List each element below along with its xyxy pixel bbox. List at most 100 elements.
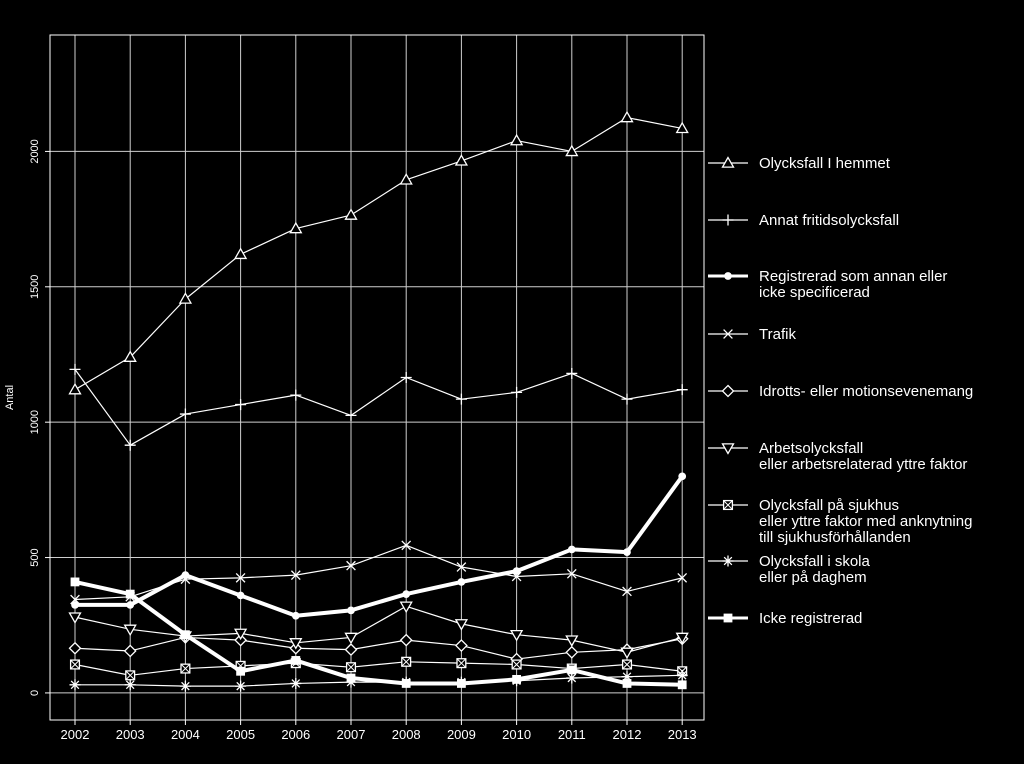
data-point: [69, 363, 81, 375]
data-point: [566, 568, 577, 579]
x-tick-label: 2011: [558, 727, 586, 742]
data-point: [566, 367, 578, 379]
data-point: [400, 372, 412, 383]
data-point: [621, 659, 633, 670]
legend-marker: [723, 613, 733, 623]
data-point: [622, 679, 632, 688]
y-tick-label: 500: [29, 548, 41, 566]
data-point: [236, 591, 245, 600]
data-point: [511, 659, 522, 670]
legend-item: Annat fritidsolycksfall: [708, 212, 899, 229]
data-point: [567, 665, 577, 675]
data-point: [345, 409, 357, 421]
data-point: [290, 570, 301, 581]
y-tick-label: 2000: [29, 139, 41, 163]
data-point: [621, 671, 633, 683]
x-tick-label: 2009: [447, 727, 476, 742]
data-point: [123, 350, 137, 362]
y-tick-label: 1000: [29, 410, 41, 434]
series-layer: [68, 110, 689, 692]
legend-item: Idrotts- eller motionsevenemang: [708, 383, 973, 400]
data-point: [289, 221, 303, 234]
x-tick-label: 2007: [337, 727, 366, 742]
x-tick-label: 2002: [61, 727, 90, 742]
legend-label: Olycksfall i skola eller på daghem: [759, 553, 871, 586]
legend-marker: [722, 555, 734, 567]
data-point: [399, 633, 413, 647]
data-point: [457, 578, 466, 586]
series-line: [74, 369, 683, 446]
y-axis: 0 500 1000 1500 2000: [29, 139, 50, 696]
legend-label: Icke registrerad: [759, 610, 862, 627]
legend-item: Olycksfall i skola eller på daghem: [708, 553, 871, 586]
series-5: [68, 631, 689, 666]
legend-label: Idrotts- eller motionsevenemang: [759, 383, 973, 400]
data-point: [124, 679, 136, 691]
gridlines: [50, 35, 704, 720]
data-point: [179, 408, 191, 420]
data-point: [454, 639, 468, 652]
legend: Olycksfall I hemmet Annat fritidsolycksfa…: [708, 155, 973, 627]
legend-label: Annat fritidsolycksfall: [759, 212, 899, 229]
data-point: [676, 384, 688, 396]
data-point: [399, 173, 413, 185]
data-point: [623, 548, 631, 556]
data-point: [291, 611, 300, 620]
data-point: [70, 594, 80, 605]
x-tick-label: 2006: [281, 727, 310, 742]
legend-marker: [721, 443, 735, 455]
data-point: [401, 679, 411, 688]
plot-frame: [49, 34, 705, 721]
data-point: [399, 601, 413, 614]
legend-item: Registrerad som annan eller icke specific…: [708, 268, 947, 301]
legend-item: Trafik: [708, 326, 796, 343]
data-point: [676, 669, 688, 681]
data-point: [69, 679, 81, 691]
x-tick-label: 2013: [668, 727, 697, 742]
data-point: [69, 659, 81, 670]
data-point: [344, 643, 358, 657]
data-point: [454, 619, 469, 631]
data-point: [347, 606, 355, 615]
data-point: [70, 577, 80, 587]
x-tick-label: 2010: [502, 727, 531, 742]
series-7: [69, 656, 688, 681]
x-tick-label: 2008: [392, 727, 421, 742]
series-line: [74, 605, 683, 653]
data-point: [180, 663, 191, 674]
legend-marker: [722, 214, 734, 226]
legend-marker: [722, 499, 734, 511]
data-point: [456, 562, 467, 572]
data-point: [677, 680, 687, 690]
data-point: [622, 586, 632, 597]
legend-item: Olycksfall I hemmet: [708, 155, 891, 172]
data-point: [181, 571, 190, 579]
data-point: [344, 632, 358, 645]
data-point: [181, 630, 190, 640]
data-point: [345, 662, 357, 673]
data-point: [235, 572, 246, 583]
data-point: [509, 629, 524, 642]
legend-label: Arbetsolycksfall eller arbetsrelaterad yt…: [759, 440, 967, 473]
legend-item: Olycksfall på sjukhus eller yttre faktor …: [708, 497, 972, 546]
data-point: [457, 679, 466, 688]
data-point: [291, 656, 301, 665]
data-point: [402, 590, 411, 598]
data-point: [677, 572, 688, 583]
data-point: [511, 571, 522, 582]
legend-label: Registrerad som annan eller icke specific…: [759, 268, 947, 301]
data-point: [565, 144, 579, 157]
data-point: [509, 133, 524, 146]
data-point: [123, 624, 137, 637]
series-line: [74, 544, 683, 601]
data-point: [123, 644, 137, 658]
data-point: [346, 560, 356, 571]
data-point: [178, 292, 193, 304]
data-point: [511, 386, 523, 398]
data-point: [125, 670, 136, 681]
data-point: [68, 612, 82, 624]
data-point: [344, 208, 358, 220]
data-point: [455, 393, 467, 405]
series-3: [71, 472, 687, 620]
